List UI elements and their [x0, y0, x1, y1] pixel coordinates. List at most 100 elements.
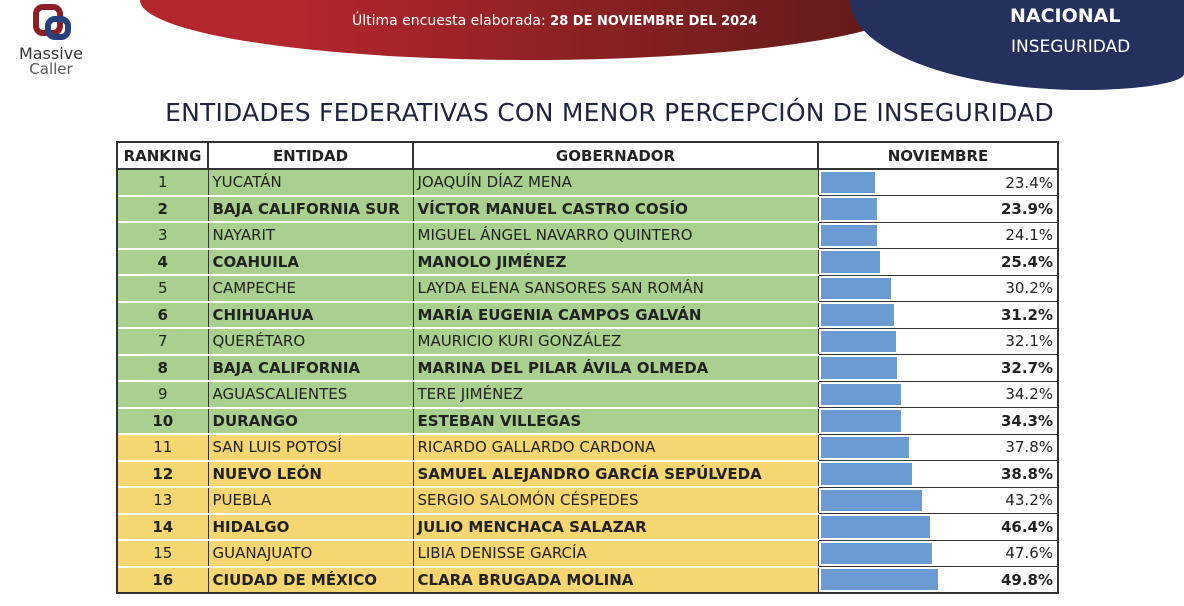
table-row: 9 AGUASCALIENTES TERE JIMÉNEZ 34.2% [116, 380, 1059, 408]
rank: 5 [116, 274, 209, 302]
value-bar [820, 383, 901, 405]
entidad: CHIHUAHUA [208, 300, 414, 328]
value-bar [820, 516, 930, 538]
value-label: 25.4% [1000, 252, 1053, 271]
col-entidad: ENTIDAD [207, 141, 414, 170]
ranking-table: RANKING ENTIDAD GOBERNADOR NOVIEMBRE 1 Y… [116, 141, 1059, 594]
entidad: BAJA CALIFORNIA [208, 353, 414, 381]
value-label: 34.3% [1000, 411, 1053, 430]
value-cell: 43.2% [817, 486, 1059, 514]
value-bar [820, 410, 902, 432]
table-row: 15 GUANAJUATO LIBIA DENISSE GARCÍA 47.6% [116, 539, 1059, 567]
value-cell: 32.1% [817, 327, 1059, 355]
value-cell: 34.2% [817, 380, 1059, 408]
value-cell: 49.8% [817, 566, 1059, 594]
value-cell: 31.2% [817, 301, 1059, 329]
gobernador: CLARA BRUGADA MOLINA [413, 565, 819, 594]
gobernador: MAURICIO KURI GONZÁLEZ [413, 327, 819, 355]
value-bar [820, 224, 878, 246]
table-row: 3 NAYARIT MIGUEL ÁNGEL NAVARRO QUINTERO … [116, 221, 1059, 249]
value-cell: 37.8% [817, 433, 1059, 461]
gobernador: JULIO MENCHACA SALAZAR [413, 512, 819, 540]
table-row: 13 PUEBLA SERGIO SALOMÓN CÉSPEDES 43.2% [116, 486, 1059, 514]
topic-label: INSEGURIDAD [1011, 37, 1131, 57]
value-bar [820, 277, 892, 299]
value-label: 46.4% [1000, 517, 1053, 536]
value-bar [820, 304, 894, 326]
value-bar [820, 198, 877, 220]
value-label: 24.1% [1005, 226, 1053, 245]
value-cell: 24.1% [817, 221, 1059, 249]
value-label: 49.8% [1000, 570, 1053, 589]
value-cell: 38.8% [817, 460, 1059, 488]
gobernador: SERGIO SALOMÓN CÉSPEDES [413, 486, 819, 514]
table-row: 10 DURANGO ESTEBAN VILLEGAS 34.3% [116, 406, 1059, 435]
gobernador: VÍCTOR MANUEL CASTRO COSÍO [413, 194, 819, 222]
rank: 13 [116, 486, 209, 514]
entidad: BAJA CALIFORNIA SUR [208, 194, 414, 222]
table-row: 14 HIDALGO JULIO MENCHACA SALAZAR 46.4% [116, 512, 1059, 541]
survey-date-label: Última encuesta elaborada: [352, 13, 546, 29]
gobernador: JOAQUÍN DÍAZ MENA [413, 168, 819, 196]
gobernador: RICARDO GALLARDO CARDONA [413, 433, 819, 461]
gobernador: MARINA DEL PILAR ÁVILA OLMEDA [413, 353, 819, 381]
entidad: SAN LUIS POTOSÍ [208, 433, 414, 461]
rank: 12 [116, 459, 209, 487]
gobernador: LAYDA ELENA SANSORES SAN ROMÁN [413, 274, 819, 302]
value-label: 43.2% [1005, 491, 1053, 510]
value-label: 23.9% [1000, 199, 1053, 218]
entidad: NAYARIT [208, 221, 414, 249]
rank: 9 [116, 380, 209, 408]
gobernador: TERE JIMÉNEZ [413, 380, 819, 408]
entidad: NUEVO LEÓN [208, 459, 414, 487]
entidad: QUERÉTARO [208, 327, 414, 355]
logo-text-2: Caller [29, 60, 73, 78]
entidad: AGUASCALIENTES [208, 380, 414, 408]
rank: 6 [116, 300, 209, 328]
table-row: 8 BAJA CALIFORNIA MARINA DEL PILAR ÁVILA… [116, 353, 1059, 382]
gobernador: MARÍA EUGENIA CAMPOS GALVÁN [413, 300, 819, 328]
table-row: 5 CAMPECHE LAYDA ELENA SANSORES SAN ROMÁ… [116, 274, 1059, 302]
table-row: 6 CHIHUAHUA MARÍA EUGENIA CAMPOS GALVÁN … [116, 300, 1059, 329]
rank: 1 [116, 168, 209, 196]
value-cell: 23.4% [817, 168, 1059, 196]
value-label: 38.8% [1000, 464, 1053, 483]
rank: 16 [116, 565, 209, 594]
entidad: HIDALGO [208, 512, 414, 540]
scope-label: NACIONAL [1010, 5, 1121, 27]
rank: 7 [116, 327, 209, 355]
value-label: 32.1% [1005, 332, 1053, 351]
value-bar [820, 489, 923, 511]
value-cell: 32.7% [817, 354, 1059, 382]
value-cell: 30.2% [817, 274, 1059, 302]
massive-caller-logo: Massive Caller [12, 4, 90, 77]
gobernador: ESTEBAN VILLEGAS [413, 406, 819, 434]
value-label: 37.8% [1005, 438, 1053, 457]
table-header: RANKING ENTIDAD GOBERNADOR NOVIEMBRE [116, 141, 1059, 170]
entidad: CIUDAD DE MÉXICO [208, 565, 414, 594]
value-bar [820, 172, 876, 193]
value-bar [820, 463, 912, 485]
col-ranking: RANKING [116, 141, 209, 170]
value-bar [820, 436, 910, 458]
table-row: 2 BAJA CALIFORNIA SUR VÍCTOR MANUEL CAST… [116, 194, 1059, 223]
value-cell: 46.4% [817, 513, 1059, 541]
value-label: 30.2% [1005, 279, 1053, 298]
entidad: YUCATÁN [208, 168, 414, 196]
rank: 3 [116, 221, 209, 249]
table-row: 11 SAN LUIS POTOSÍ RICARDO GALLARDO CARD… [116, 433, 1059, 461]
entidad: PUEBLA [208, 486, 414, 514]
rank: 4 [116, 247, 209, 275]
rank: 10 [116, 406, 209, 434]
value-label: 31.2% [1000, 305, 1053, 324]
table-row: 16 CIUDAD DE MÉXICO CLARA BRUGADA MOLINA… [116, 565, 1059, 594]
col-noviembre: NOVIEMBRE [817, 141, 1059, 170]
rank: 11 [116, 433, 209, 461]
logo-text-1: Massive [18, 44, 84, 63]
col-gobernador: GOBERNADOR [412, 141, 819, 170]
survey-date: Última encuesta elaborada: 28 DE NOVIEMB… [352, 13, 757, 29]
header-band [140, 0, 920, 60]
table-row: 1 YUCATÁN JOAQUÍN DÍAZ MENA 23.4% [116, 168, 1059, 196]
entidad: GUANAJUATO [208, 539, 414, 567]
value-label: 47.6% [1005, 544, 1053, 563]
